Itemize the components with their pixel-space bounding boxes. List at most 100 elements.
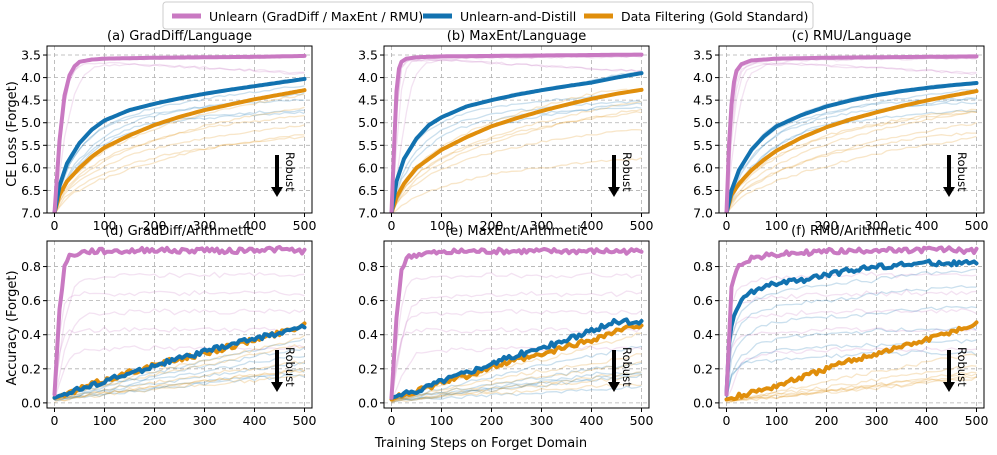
- faint-run-filtering: [726, 376, 977, 402]
- faint-runs: [53, 54, 305, 213]
- faint-run-distill: [725, 338, 977, 399]
- robust-label: Robust: [283, 347, 297, 387]
- y-tick-label: 4.0: [693, 70, 713, 85]
- faint-run-distill: [391, 385, 642, 401]
- faint-run-unlearn: [53, 308, 305, 400]
- faint-run-filtering: [726, 376, 977, 404]
- x-tick-label: 400: [580, 413, 604, 428]
- faint-run-distill: [726, 101, 977, 213]
- faint-run-unlearn: [53, 55, 305, 213]
- faint-run-filtering: [726, 365, 977, 401]
- axes-frame: [718, 240, 985, 409]
- y-tick-label: 0.4: [358, 327, 378, 342]
- y-tick-label: 7.0: [693, 206, 713, 221]
- x-tick-label: 200: [815, 413, 839, 428]
- series-line-filtering: [724, 89, 979, 213]
- series-line-distill: [389, 71, 644, 213]
- faint-run-filtering: [726, 110, 977, 213]
- faint-run-distill: [390, 100, 642, 213]
- y-tick-label: 5.5: [21, 138, 41, 153]
- y-tick-label: 0.6: [358, 293, 378, 308]
- x-tick-label: 100: [430, 218, 454, 233]
- faint-run-distill: [391, 371, 642, 403]
- x-tick-label: 300: [193, 218, 217, 233]
- series-line-unlearn: [724, 54, 979, 213]
- faint-run-distill: [725, 305, 977, 399]
- y-tick-label: 0.4: [21, 327, 41, 342]
- axes-frame: [46, 240, 313, 409]
- series-line-filtering: [724, 320, 979, 402]
- faint-runs: [53, 271, 305, 404]
- y-tick-label: 5.5: [693, 138, 713, 153]
- series-line-distill: [724, 258, 979, 397]
- x-tick-label: 500: [630, 413, 654, 428]
- faint-run-filtering: [725, 132, 977, 213]
- series-line-distill: [52, 323, 307, 400]
- x-tick-label: 300: [193, 413, 217, 428]
- faint-run-filtering: [54, 373, 305, 404]
- faint-run-unlearn: [54, 63, 305, 213]
- x-tick-label: 300: [865, 413, 889, 428]
- faint-run-distill: [54, 374, 305, 402]
- robust-label: Robust: [955, 347, 969, 387]
- y-tick-label: 6.5: [693, 183, 713, 198]
- x-tick-label: 0: [388, 218, 396, 233]
- panel-2: 0 100 200 300 400 500 3.5 4.0 4.5 5.0 5.5 6.0 6.5 7.0…: [358, 29, 653, 233]
- main-series: [724, 245, 979, 402]
- faint-run-unlearn: [725, 62, 977, 213]
- panels: 0 100 200 300 400 500 3.5 4.0 4.5 5.0 5.5 6.0 6.5 7.0…: [21, 29, 988, 428]
- faint-run-filtering: [54, 134, 305, 213]
- faint-run-unlearn: [53, 54, 305, 213]
- y-tick-label: 0.2: [693, 361, 713, 376]
- faint-run-filtering: [54, 360, 305, 399]
- x-tick-label: 200: [480, 413, 504, 428]
- faint-run-filtering: [54, 344, 305, 400]
- faint-runs: [725, 268, 977, 404]
- faint-run-filtering: [54, 114, 305, 213]
- y-tick-label: 5.5: [358, 138, 378, 153]
- faint-run-filtering: [391, 332, 642, 400]
- faint-run-filtering: [726, 371, 977, 402]
- panel-title: (d) GradDiff/Arithmetic: [105, 224, 254, 239]
- faint-run-unlearn: [725, 346, 977, 400]
- x-tick-label: 0: [723, 218, 731, 233]
- faint-run-unlearn: [53, 61, 305, 213]
- x-tick-label: 500: [293, 218, 317, 233]
- y-tick-label: 0.6: [693, 293, 713, 308]
- y-tick-label: 0.6: [21, 293, 41, 308]
- faint-run-distill: [54, 98, 305, 213]
- faint-run-filtering: [391, 88, 642, 213]
- faint-run-unlearn: [390, 272, 642, 399]
- faint-run-filtering: [391, 371, 642, 403]
- faint-run-distill: [54, 337, 305, 399]
- axes-frame: [46, 45, 313, 214]
- y-tick-label: 6.0: [358, 160, 378, 175]
- faint-run-unlearn: [53, 344, 305, 401]
- panel-title: (b) MaxEnt/Language: [447, 29, 587, 44]
- faint-run-distill: [391, 345, 642, 400]
- legend-label-filtering: Data Filtering (Gold Standard): [621, 9, 808, 24]
- faint-run-filtering: [391, 361, 642, 403]
- x-tick-label: 500: [965, 218, 989, 233]
- axes-frame: [383, 45, 650, 214]
- robust-label: Robust: [620, 152, 634, 192]
- y-tick-label: 3.5: [21, 48, 41, 63]
- faint-run-unlearn: [390, 308, 642, 400]
- x-tick-label: 200: [480, 218, 504, 233]
- x-tick-label: 200: [143, 218, 167, 233]
- faint-run-distill: [391, 373, 642, 403]
- robust-label: Robust: [620, 347, 634, 387]
- x-tick-label: 500: [965, 413, 989, 428]
- faint-run-distill: [725, 285, 977, 396]
- x-tick-label: 400: [915, 218, 939, 233]
- y-tick-label: 0.0: [358, 395, 378, 410]
- panel-title: (e) MaxEnt/Arithmetic: [445, 224, 588, 239]
- faint-run-filtering: [391, 129, 642, 213]
- robust-arrow-head: [943, 187, 955, 197]
- y-tick-label: 6.5: [21, 183, 41, 198]
- y-tick-label: 5.0: [21, 115, 41, 130]
- faint-run-filtering: [54, 367, 305, 402]
- series-line-distill: [52, 76, 307, 213]
- x-tick-label: 100: [765, 413, 789, 428]
